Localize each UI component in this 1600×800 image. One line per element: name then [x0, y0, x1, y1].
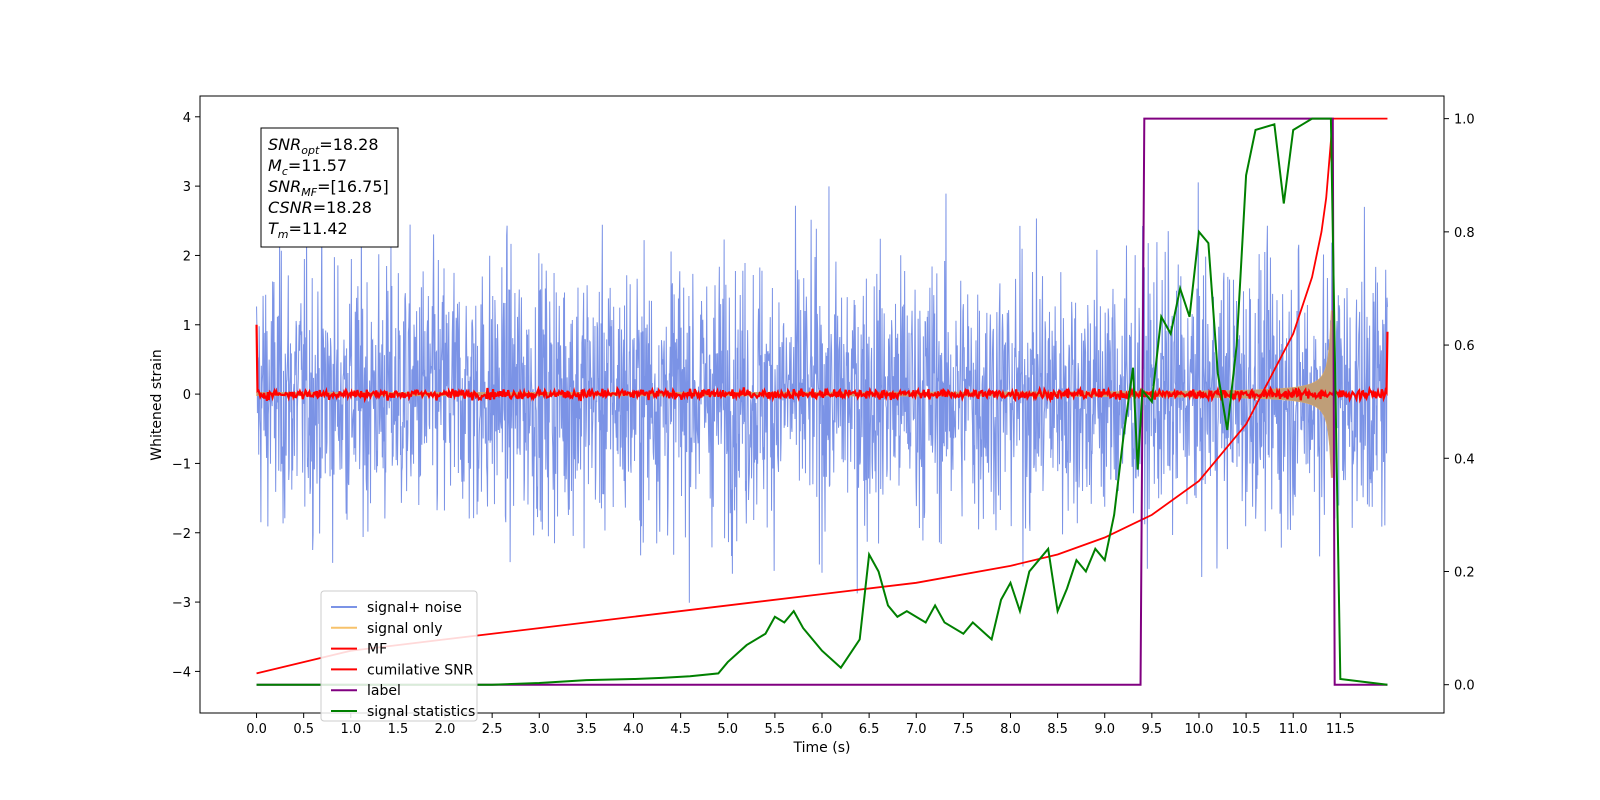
x-tick-label: 6.0	[812, 722, 833, 737]
x-tick-label: 8.5	[1047, 722, 1068, 737]
annotation-symbol: M	[268, 156, 282, 175]
y-tick-label: 3	[183, 180, 191, 195]
annotation-line-tm: Tm=11.42	[268, 219, 348, 241]
annotation-symbol: SNR	[268, 177, 301, 196]
mf-line	[255, 324, 1389, 404]
x-tick-label: 9.0	[1094, 722, 1115, 737]
x-tick-label: 2.0	[435, 722, 456, 737]
right-tick-label: 0.4	[1454, 452, 1475, 467]
x-tick-label: 5.0	[717, 722, 738, 737]
legend-label: signal only	[367, 621, 442, 637]
x-tick-label: 4.0	[623, 722, 644, 737]
y-tick-label: 1	[183, 319, 191, 334]
annotation-symbol: SNR	[268, 135, 301, 154]
label-line	[256, 117, 1388, 686]
right-tick-label: 0.0	[1454, 679, 1475, 694]
cumulative-snr-line	[256, 117, 1388, 675]
annotation-line-snr-opt: SNRopt=18.28	[268, 135, 379, 157]
legend-label: cumilative SNR	[367, 662, 474, 678]
x-tick-label: 9.5	[1142, 722, 1163, 737]
legend: signal+ noise signal only MF cumilative SNR…	[320, 590, 478, 722]
annotation-line-csnr: CSNR=18.28	[268, 198, 372, 217]
x-axis-label: Time (s)	[793, 740, 851, 756]
legend-frame	[320, 590, 478, 722]
x-tick-label: 0.0	[246, 722, 267, 737]
annotation-value: =18.28	[319, 135, 378, 154]
signal-statistics-line	[256, 117, 1388, 686]
annotation-symbol: CSNR	[268, 198, 313, 217]
y-tick-label: 4	[183, 111, 191, 126]
right-tick-label: 0.2	[1454, 565, 1475, 580]
right-tick-label: 1.0	[1454, 113, 1475, 128]
x-tick-label: 3.5	[576, 722, 597, 737]
annotation-value: =18.28	[313, 198, 372, 217]
y-tick-label: −1	[172, 457, 191, 472]
legend-label: signal+ noise	[367, 600, 462, 616]
annotation-value: =11.42	[289, 219, 348, 238]
x-tick-label: 4.5	[670, 722, 691, 737]
right-tick-label: 0.8	[1454, 226, 1475, 241]
annotation-frame	[260, 127, 399, 248]
annotation-subscript: opt	[301, 144, 320, 157]
legend-label: MF	[367, 642, 387, 658]
annotation-value: =11.57	[288, 156, 347, 175]
x-tick-label: 0.5	[293, 722, 314, 737]
y-tick-label: −2	[172, 527, 191, 542]
y-tick-label: 2	[183, 249, 191, 264]
x-tick-label: 1.5	[388, 722, 409, 737]
right-tick-label: 0.6	[1454, 339, 1475, 354]
annotation-symbol: T	[268, 219, 279, 238]
y-axis-label: Whitened strain	[149, 349, 165, 460]
x-tick-label: 8.0	[1000, 722, 1021, 737]
legend-label: signal statistics	[367, 704, 475, 720]
x-tick-label: 11.0	[1279, 722, 1308, 737]
annotation-subscript: MF	[301, 186, 317, 199]
annotation-value: =[16.75]	[317, 177, 389, 196]
y-axis-ticks: −4 −3 −2 −1 0 1 2 3 4	[172, 111, 200, 680]
x-axis-ticks: 0.0 0.5 1.0 1.5 2.0 2.5 3.0 3.5 4.0 4.5 5.0 5.5 6.0 6…	[246, 713, 1355, 737]
metrics-annotation: SNRopt=18.28Mc=11.57SNRMF=[16.75]CSNR=18…	[260, 127, 399, 248]
x-tick-label: 11.5	[1326, 722, 1355, 737]
annotation-subscript: m	[278, 228, 289, 241]
y-tick-label: −3	[172, 596, 191, 611]
x-tick-label: 6.5	[859, 722, 880, 737]
legend-label: label	[367, 683, 401, 699]
annotation-line-snr-mf: SNRMF=[16.75]	[268, 177, 389, 199]
x-tick-label: 10.5	[1232, 722, 1261, 737]
y-tick-label: −4	[172, 665, 191, 680]
annotation-line-mc: Mc=11.57	[268, 156, 347, 178]
y-tick-label: 0	[183, 388, 191, 403]
x-tick-label: 5.5	[765, 722, 786, 737]
right-axis-ticks: 0.0 0.2 0.4 0.6 0.8 1.0	[1444, 113, 1475, 694]
x-tick-label: 3.0	[529, 722, 550, 737]
x-tick-label: 2.5	[482, 722, 503, 737]
x-tick-label: 7.5	[953, 722, 974, 737]
annotation-subscript: c	[282, 165, 288, 178]
signal-plus-noise-line	[256, 182, 1388, 603]
x-tick-label: 7.0	[906, 722, 927, 737]
plot-area	[255, 117, 1389, 686]
x-tick-label: 10.0	[1184, 722, 1213, 737]
x-tick-label: 1.0	[340, 722, 361, 737]
